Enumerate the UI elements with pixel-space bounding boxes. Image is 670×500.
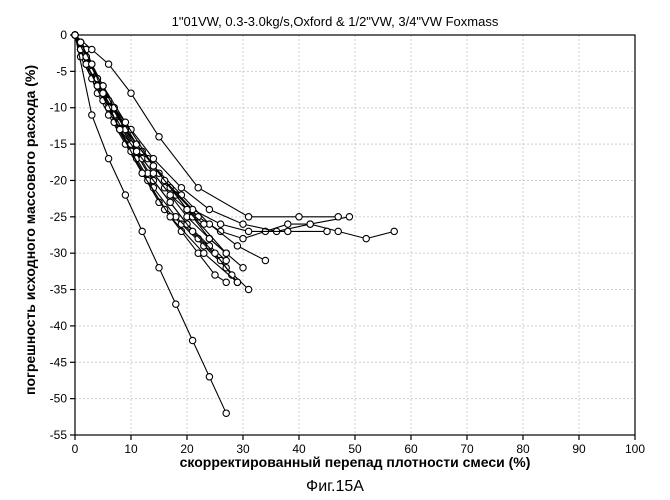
- svg-text:100: 100: [625, 442, 645, 456]
- svg-text:70: 70: [460, 442, 474, 456]
- svg-text:-15: -15: [50, 137, 68, 151]
- svg-text:0: 0: [60, 28, 67, 42]
- svg-text:-25: -25: [50, 210, 68, 224]
- svg-text:-10: -10: [50, 101, 68, 115]
- svg-text:-20: -20: [50, 173, 68, 187]
- svg-text:10: 10: [124, 442, 138, 456]
- svg-text:50: 50: [348, 442, 362, 456]
- svg-text:-55: -55: [50, 428, 68, 442]
- svg-text:30: 30: [236, 442, 250, 456]
- svg-text:90: 90: [572, 442, 586, 456]
- svg-text:-5: -5: [56, 64, 67, 78]
- svg-text:-30: -30: [50, 246, 68, 260]
- svg-text:-40: -40: [50, 319, 68, 333]
- chart-container: 1"01VW, 0.3-3.0kg/s,Oxford & 1/2"VW, 3/4…: [0, 0, 670, 500]
- svg-text:40: 40: [292, 442, 306, 456]
- svg-text:60: 60: [404, 442, 418, 456]
- svg-text:0: 0: [72, 442, 79, 456]
- svg-text:-50: -50: [50, 392, 68, 406]
- svg-text:-45: -45: [50, 355, 68, 369]
- chart-svg: 0102030405060708090100-55-50-45-40-35-30…: [0, 0, 670, 500]
- svg-text:80: 80: [516, 442, 530, 456]
- svg-text:20: 20: [180, 442, 194, 456]
- svg-text:-35: -35: [50, 283, 68, 297]
